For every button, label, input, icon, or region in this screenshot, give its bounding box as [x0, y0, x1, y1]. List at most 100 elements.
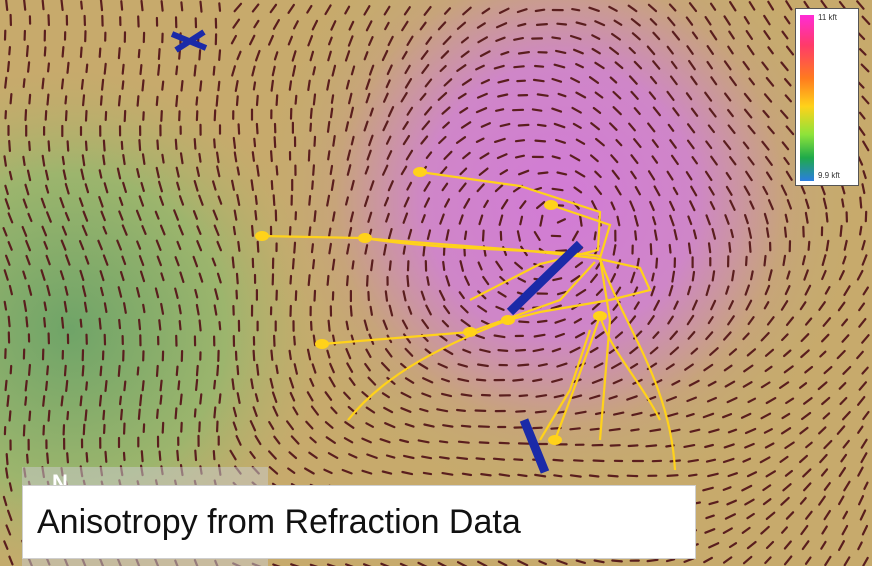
anisotropy-tick — [178, 381, 179, 389]
anisotropy-tick — [157, 410, 158, 418]
anisotropy-tick — [62, 0, 63, 10]
anisotropy-tick — [258, 242, 259, 252]
anisotropy-tick — [750, 242, 751, 252]
anisotropy-tick — [519, 322, 528, 323]
anisotropy-tick — [580, 216, 581, 226]
anisotropy-tick — [11, 94, 12, 103]
anisotropy-tick — [462, 426, 470, 427]
anisotropy-tick — [62, 397, 63, 406]
anisotropy-tick — [48, 95, 49, 105]
anisotropy-tick — [9, 317, 10, 327]
anisotropy-tick — [162, 1, 163, 10]
anisotropy-tick — [101, 0, 102, 10]
anisotropy-tick — [310, 124, 311, 131]
anisotropy-tick — [254, 139, 255, 146]
anisotropy-tick — [539, 364, 547, 366]
anisotropy-tick — [142, 1, 143, 10]
anisotropy-tick — [123, 65, 124, 74]
anisotropy-tick — [81, 2, 82, 9]
anisotropy-tick — [217, 366, 218, 375]
anisotropy-tick — [49, 141, 50, 150]
anisotropy-tick — [842, 199, 843, 206]
anisotropy-tick — [314, 95, 315, 105]
anisotropy-tick — [309, 196, 310, 205]
anisotropy-tick — [252, 226, 253, 236]
survey-node — [593, 311, 607, 321]
anisotropy-tick — [237, 96, 238, 105]
anisotropy-tick — [591, 429, 599, 430]
anisotropy-tick — [48, 64, 49, 72]
anisotropy-tick — [179, 305, 180, 313]
anisotropy-tick — [106, 452, 107, 462]
anisotropy-tick — [257, 124, 258, 133]
anisotropy-tick — [197, 97, 198, 104]
anisotropy-tick — [309, 151, 310, 161]
anisotropy-tick — [45, 47, 46, 55]
anisotropy-tick — [556, 250, 566, 251]
anisotropy-tick — [24, 79, 25, 87]
anisotropy-tick — [689, 475, 696, 476]
anisotropy-tick — [553, 189, 563, 190]
anisotropy-tick — [443, 262, 444, 270]
anisotropy-tick — [646, 445, 656, 446]
anisotropy-tick — [574, 460, 583, 461]
anisotropy-tick — [217, 153, 218, 163]
anisotropy-tick — [533, 109, 541, 110]
anisotropy-tick — [534, 80, 544, 81]
anisotropy-tick — [81, 320, 82, 327]
anisotropy-tick — [160, 452, 161, 460]
anisotropy-tick — [199, 50, 200, 59]
anisotropy-tick — [159, 320, 160, 329]
anisotropy-tick — [102, 80, 103, 90]
anisotropy-tick — [252, 180, 253, 190]
anisotropy-tick — [347, 276, 348, 285]
anisotropy-tick — [257, 96, 258, 105]
anisotropy-tick — [66, 381, 67, 391]
anisotropy-tick — [328, 122, 329, 132]
anisotropy-tick — [143, 381, 144, 390]
anisotropy-tick — [44, 318, 45, 326]
anisotropy-tick — [315, 137, 316, 146]
anisotropy-tick — [315, 291, 316, 301]
anisotropy-tick — [537, 395, 547, 397]
anisotropy-tick — [62, 80, 63, 89]
anisotropy-tick — [609, 476, 618, 477]
anisotropy-tick — [181, 395, 182, 405]
anisotropy-tick — [9, 47, 10, 54]
anisotropy-tick — [514, 459, 522, 460]
anisotropy-tick — [47, 454, 48, 463]
anisotropy-tick — [440, 441, 447, 442]
anisotropy-tick — [689, 244, 690, 254]
anisotropy-tick — [329, 229, 330, 237]
anisotropy-tick — [732, 271, 734, 280]
anisotropy-tick — [176, 67, 177, 75]
anisotropy-tick — [83, 366, 84, 375]
anisotropy-tick — [595, 232, 596, 239]
anisotropy-tick — [612, 561, 622, 562]
anisotropy-tick — [315, 211, 316, 221]
anisotropy-tick — [143, 305, 144, 312]
anisotropy-tick — [100, 319, 101, 329]
anisotropy-tick — [139, 140, 140, 150]
anisotropy-tick — [218, 82, 219, 90]
anisotropy-tick — [66, 111, 67, 120]
anisotropy-tick — [200, 81, 201, 90]
anisotropy-tick — [5, 156, 6, 165]
anisotropy-tick — [46, 382, 47, 390]
anisotropy-tick — [219, 50, 220, 60]
anisotropy-tick — [181, 2, 182, 10]
anisotropy-tick — [333, 136, 334, 146]
anisotropy-tick — [860, 227, 861, 235]
anisotropy-tick — [424, 473, 431, 474]
anisotropy-tick — [536, 411, 546, 412]
caption-box: Anisotropy from Refraction Data — [22, 485, 696, 559]
anisotropy-tick — [463, 474, 471, 475]
anisotropy-tick — [9, 141, 10, 151]
anisotropy-tick — [7, 454, 8, 464]
anisotropy-tick — [29, 365, 30, 375]
anisotropy-tick — [457, 458, 467, 459]
anisotropy-tick — [713, 271, 714, 280]
anisotropy-tick — [313, 67, 315, 74]
anisotropy-tick — [293, 259, 294, 268]
anisotropy-tick — [26, 317, 27, 326]
